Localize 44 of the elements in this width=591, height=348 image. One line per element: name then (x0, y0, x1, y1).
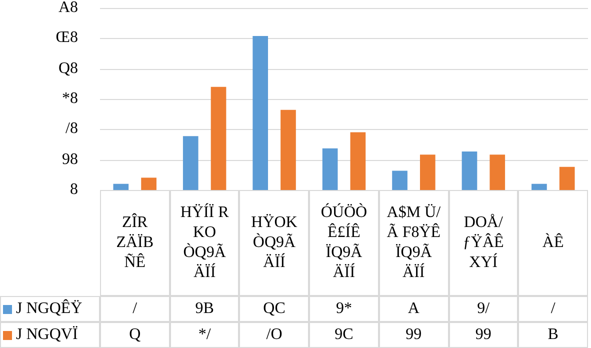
text: /8 (66, 119, 78, 140)
text: */ (170, 322, 240, 348)
x-tick-label: DOÅ/ ƒŸÂÊ XYÍ (448, 190, 518, 296)
text: / (100, 296, 170, 322)
bar (252, 36, 268, 190)
text: / (518, 296, 588, 322)
x-tick-label: A$M Ü/Ã F8ŸÊ ÏQ9Ã ÄÏÍ (378, 190, 449, 296)
text: 9C (309, 322, 379, 348)
text: 98 (62, 150, 78, 170)
legend-label: J NGQVÏ (16, 326, 78, 344)
bar (210, 86, 226, 190)
text: Œ8 (56, 28, 78, 48)
text: 9B (170, 296, 240, 322)
bar (420, 154, 436, 190)
text: *8 (62, 89, 78, 109)
text: 8 (70, 180, 78, 200)
x-tick-label: HŸOK ÒQ9Ã ÄÏÍ (239, 190, 310, 296)
text: 99 (378, 322, 449, 348)
bar (280, 110, 296, 190)
bar (392, 170, 408, 190)
bar (182, 136, 198, 190)
x-tick-label: ZÎR ZÄÏB ÑÊ (100, 190, 170, 296)
text: Q (100, 322, 170, 348)
text: 99 (448, 322, 518, 348)
text: 9* (309, 296, 379, 322)
x-tick-label: ÓÚÖÒ Ê£ÍÊ ÏQ9Ã ÄÏÍ (309, 190, 379, 296)
bar (490, 154, 506, 190)
text: QC (239, 296, 310, 322)
x-tick-label: ÀÊ (518, 190, 588, 296)
text: /O (239, 322, 310, 348)
bar (350, 132, 366, 190)
legend-label: J NGQÊŸ (16, 300, 82, 318)
text: Q8 (58, 58, 78, 79)
bar (462, 152, 478, 190)
text: A8 (58, 0, 78, 18)
bar (322, 148, 338, 190)
bar (141, 178, 156, 190)
text: A (378, 296, 449, 322)
bar (559, 166, 575, 190)
bar (532, 184, 547, 190)
text: B (518, 322, 588, 348)
bar (113, 184, 129, 190)
x-tick-label: HŸÍÏ R KO ÒQ9Ã ÄÏÍ (170, 190, 240, 296)
text: 9/ (448, 296, 518, 322)
